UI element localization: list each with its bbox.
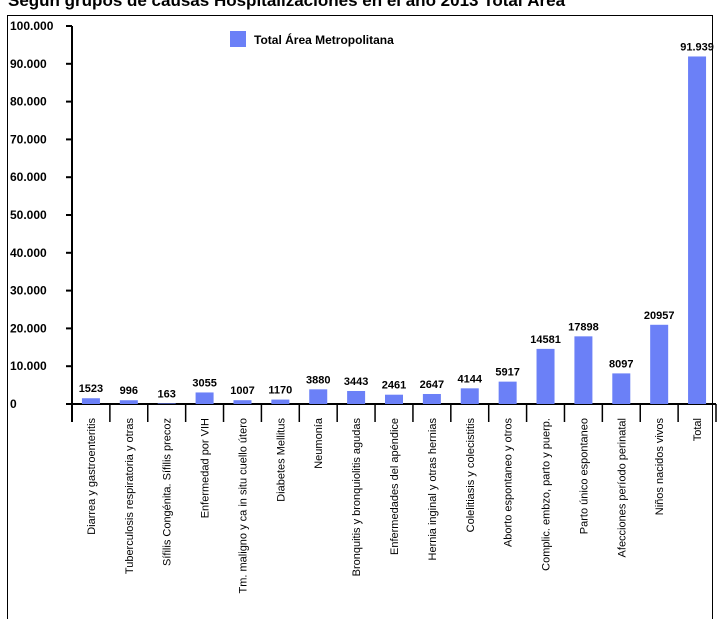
bar — [157, 403, 176, 404]
category-label: Diarrea y gastroenteritis — [86, 418, 98, 535]
data-label: 91.939 — [680, 41, 714, 53]
category-labels: Diarrea y gastroenteritis Tuberculosis re… — [86, 417, 704, 593]
bar — [612, 373, 631, 404]
bar — [498, 381, 517, 404]
data-label: 163 — [158, 388, 176, 400]
y-tick-label: 60.000 — [10, 170, 47, 184]
category-label: Total — [692, 418, 704, 441]
category-label: Complic. embzo, parto y puerp. — [541, 418, 553, 571]
bar — [119, 400, 138, 404]
data-label: 2647 — [420, 379, 444, 391]
data-label: 17898 — [568, 321, 599, 333]
category-label: Colelitiasis y colecistitis — [465, 418, 477, 533]
y-tick-label: 40.000 — [10, 246, 47, 260]
category-label: Enfermedades del apéndice — [389, 418, 401, 555]
bars — [81, 56, 717, 422]
data-label: 1523 — [79, 383, 103, 395]
category-label: Hernia inginal y otras hernias — [427, 418, 439, 561]
bar — [309, 389, 328, 404]
category-label: Afecciones período perinatal — [616, 418, 628, 557]
data-label: 8097 — [609, 358, 633, 370]
y-tick-label: 80.000 — [10, 95, 47, 109]
y-tick-label: 100.000 — [10, 19, 54, 33]
category-label: Bronquitis y bronquiolitis agudas — [351, 418, 363, 577]
data-labels: 1523 996 163 3055 1007 1170 3880 3443 2461 2647 41… — [79, 41, 714, 400]
bar — [347, 390, 366, 404]
data-label: 996 — [120, 385, 138, 397]
legend: Total Área Metropolitana — [230, 31, 394, 47]
bar — [422, 393, 441, 404]
data-label: 3880 — [306, 374, 330, 386]
y-tick-label: 20.000 — [10, 321, 47, 335]
y-tick-label: 90.000 — [10, 57, 47, 71]
data-label: 20957 — [644, 310, 675, 322]
data-label: 2461 — [382, 380, 406, 392]
y-tick-label: 0 — [10, 397, 17, 411]
category-label: Diabetes Mellitus — [275, 418, 287, 502]
category-label: Neumonía — [313, 417, 325, 469]
bar — [271, 399, 290, 404]
y-tick-label: 50.000 — [10, 208, 47, 222]
data-label: 3055 — [192, 377, 216, 389]
bar — [460, 388, 479, 404]
bar — [650, 324, 669, 404]
category-label: Enfermedad por VIH — [200, 418, 212, 518]
bar — [688, 56, 707, 404]
category-label: Aborto espontaneo y otros — [503, 418, 515, 548]
category-label: Tuberculosis respiratoria y otras — [124, 418, 136, 575]
category-label: Sífilis Congénita. Sífilis precoz — [162, 418, 174, 566]
data-label: 3443 — [344, 376, 368, 388]
legend-label: Total Área Metropolitana — [254, 32, 394, 47]
chart-title: Según grupos de causas Hospitalizaciones… — [8, 0, 566, 10]
data-label: 14581 — [530, 334, 561, 346]
data-label: 1007 — [230, 385, 254, 397]
data-label: 4144 — [458, 373, 483, 385]
data-label: 5917 — [495, 367, 519, 379]
bar — [385, 394, 403, 404]
y-tick-label: 10.000 — [10, 359, 47, 373]
category-label: Niños nacidos vivos — [654, 418, 666, 516]
y-axis: 0 10.000 20.000 30.000 40.000 50.000 60.000 70.… — [10, 19, 716, 422]
y-tick-label: 70.000 — [10, 132, 47, 146]
bar — [233, 400, 252, 404]
data-label: 1170 — [268, 385, 292, 397]
bar — [536, 348, 555, 404]
bar — [195, 392, 214, 404]
bar — [81, 398, 100, 404]
bar — [574, 336, 593, 404]
chart-frame — [7, 15, 713, 619]
legend-swatch — [230, 31, 246, 47]
y-tick-label: 30.000 — [10, 284, 47, 298]
category-label: Parto único espontaneo — [578, 418, 590, 534]
category-label: Tm. maligno y ca in situ cuello útero — [237, 418, 249, 593]
